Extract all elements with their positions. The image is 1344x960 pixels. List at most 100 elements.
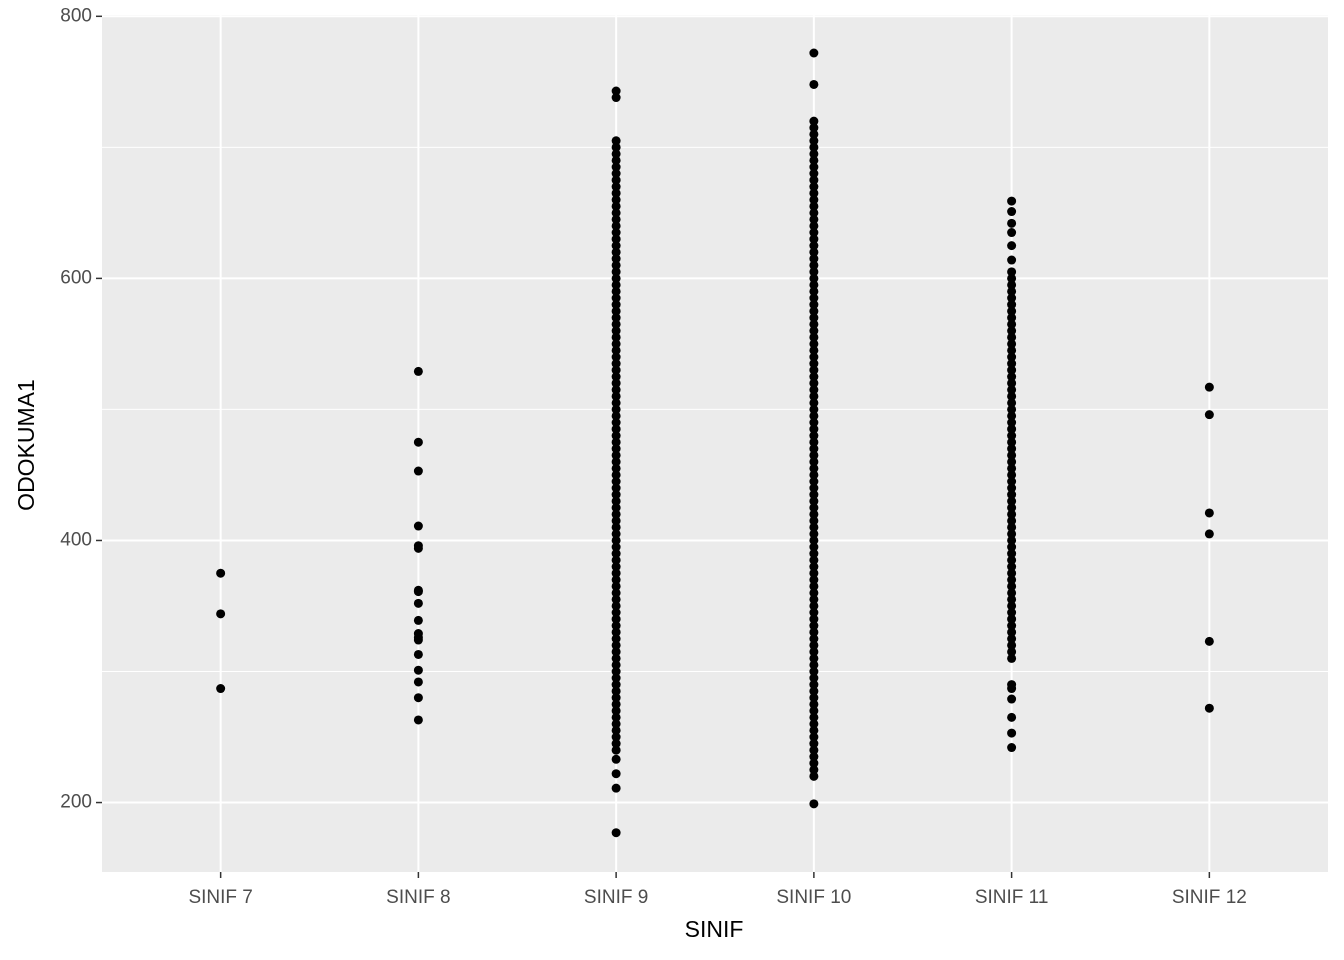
point xyxy=(1007,424,1017,434)
point xyxy=(611,444,621,454)
point xyxy=(611,457,621,467)
point xyxy=(809,601,819,611)
point xyxy=(611,562,621,572)
point xyxy=(809,627,819,637)
point xyxy=(611,509,621,519)
point xyxy=(809,470,819,480)
point xyxy=(1007,332,1017,342)
point xyxy=(809,463,819,473)
point xyxy=(611,378,621,388)
point xyxy=(611,769,621,779)
point xyxy=(1007,444,1017,454)
point xyxy=(809,123,819,133)
panel xyxy=(102,15,1328,872)
point xyxy=(1007,207,1017,217)
point xyxy=(809,496,819,506)
point xyxy=(611,568,621,578)
point xyxy=(1007,588,1017,598)
point xyxy=(1007,470,1017,480)
point xyxy=(611,221,621,231)
point xyxy=(809,444,819,454)
point xyxy=(611,660,621,670)
point xyxy=(809,221,819,231)
point xyxy=(809,542,819,552)
point xyxy=(809,522,819,532)
point xyxy=(611,608,621,618)
x-tick-label: SINIF 7 xyxy=(188,887,252,908)
point xyxy=(1007,490,1017,500)
point xyxy=(1204,382,1214,392)
point xyxy=(809,201,819,211)
point xyxy=(1007,398,1017,408)
point xyxy=(809,352,819,362)
point xyxy=(1007,273,1017,283)
point xyxy=(1007,391,1017,401)
point xyxy=(1007,326,1017,336)
point xyxy=(1204,529,1214,539)
point xyxy=(809,345,819,355)
point xyxy=(611,647,621,657)
point xyxy=(611,418,621,428)
point xyxy=(1007,529,1017,539)
point xyxy=(809,660,819,670)
point xyxy=(611,555,621,565)
point xyxy=(611,739,621,749)
point xyxy=(809,313,819,323)
point xyxy=(611,385,621,395)
point xyxy=(1007,228,1017,238)
point xyxy=(611,326,621,336)
point xyxy=(809,758,819,768)
point xyxy=(809,634,819,644)
point xyxy=(611,142,621,152)
point xyxy=(809,719,819,729)
point xyxy=(611,627,621,637)
point xyxy=(809,260,819,270)
point xyxy=(1007,549,1017,559)
point xyxy=(809,286,819,296)
point xyxy=(611,699,621,709)
point xyxy=(809,752,819,762)
point xyxy=(809,568,819,578)
point xyxy=(809,411,819,421)
x-axis-title: SINIF xyxy=(685,916,744,942)
point xyxy=(611,404,621,414)
point xyxy=(611,391,621,401)
point xyxy=(1007,509,1017,519)
point xyxy=(216,568,226,578)
point xyxy=(1007,196,1017,206)
point xyxy=(809,457,819,467)
point xyxy=(611,372,621,382)
point xyxy=(809,365,819,375)
point xyxy=(809,391,819,401)
point xyxy=(611,828,621,838)
point xyxy=(611,549,621,559)
point xyxy=(611,411,621,421)
x-tick-label: SINIF 8 xyxy=(386,887,450,908)
point xyxy=(1007,352,1017,362)
point xyxy=(809,771,819,781)
point xyxy=(611,719,621,729)
point xyxy=(413,366,423,376)
point xyxy=(809,588,819,598)
point xyxy=(809,234,819,244)
point xyxy=(611,686,621,696)
point xyxy=(809,686,819,696)
point xyxy=(1007,568,1017,578)
point xyxy=(611,136,621,146)
point xyxy=(611,496,621,506)
point xyxy=(1007,581,1017,591)
point xyxy=(809,555,819,565)
point xyxy=(1007,516,1017,526)
point xyxy=(1204,636,1214,646)
point xyxy=(809,273,819,283)
point xyxy=(611,463,621,473)
point xyxy=(809,699,819,709)
point xyxy=(809,667,819,677)
point xyxy=(1007,483,1017,493)
point xyxy=(413,543,423,553)
point xyxy=(1007,647,1017,657)
point xyxy=(809,378,819,388)
point xyxy=(611,162,621,172)
point xyxy=(413,466,423,476)
